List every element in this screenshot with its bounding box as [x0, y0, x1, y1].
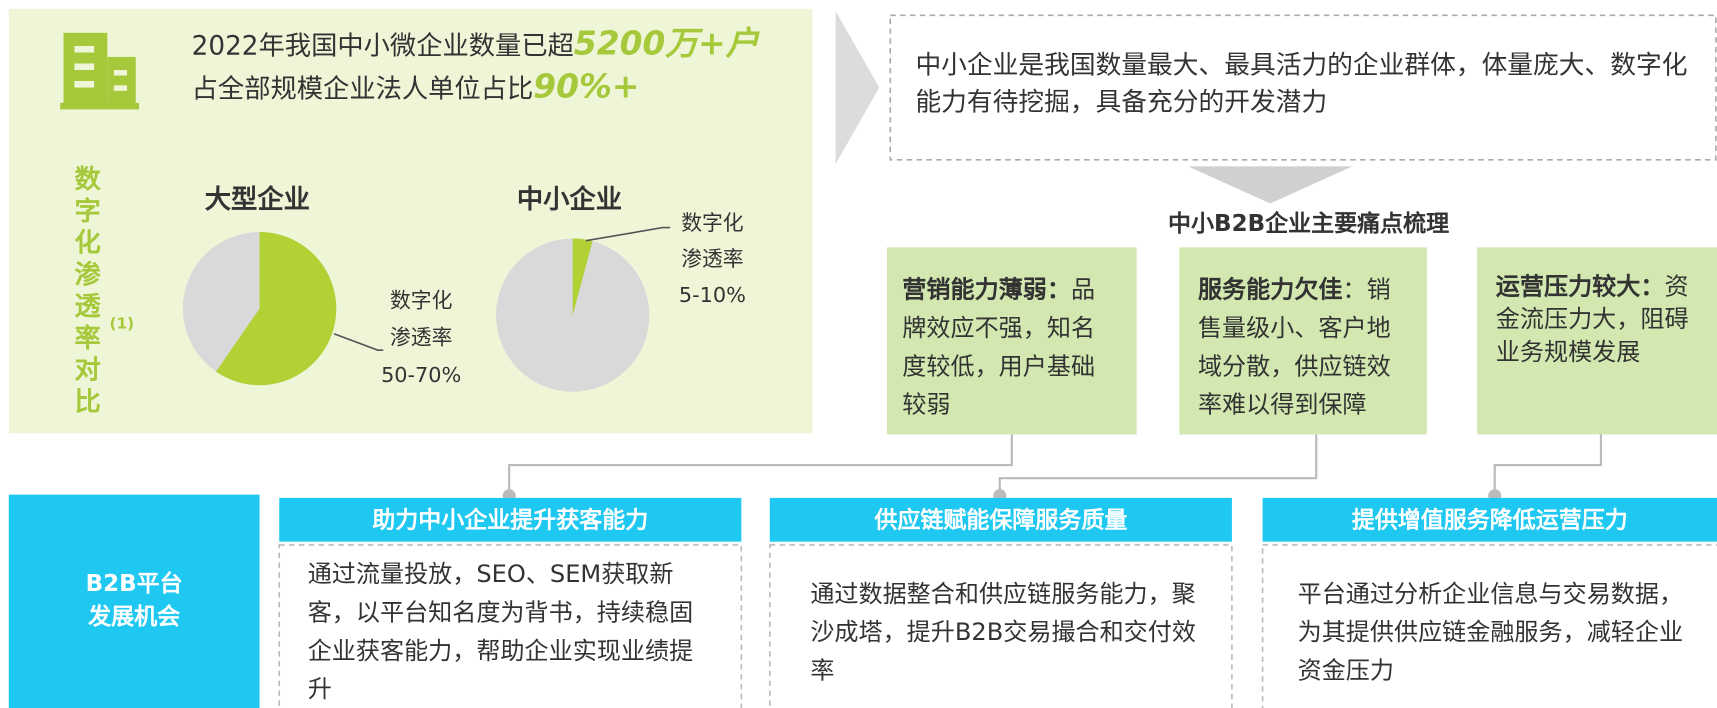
leader-line — [333, 332, 384, 351]
pie-label: 数字化 渗透率 50-70% — [381, 282, 461, 394]
label-line: B2B平台 — [85, 570, 183, 597]
vertical-title: 数字化渗透率对比 — [74, 164, 101, 417]
opportunity-text: 平台通过分析企业信息与交易数据，为其提供供应链金融服务，减轻企业资金压力 — [1297, 581, 1684, 686]
pain-body: 品牌效应不强，知名度较低，用户基础较弱 — [902, 276, 1096, 420]
opportunity-header: 助力中小企业提升获客能力 — [279, 497, 742, 542]
footnote: (1) — [109, 315, 135, 333]
headline-text: 占全部规模企业法人单位占比 — [191, 73, 534, 104]
opportunity-text: 通过数据整合和供应链服务能力，聚沙成塔，提升B2B交易撮合和交付效率 — [810, 581, 1196, 686]
label-line: 数字化 — [389, 288, 453, 313]
opportunity-header: 供应链赋能保障服务质量 — [769, 497, 1232, 542]
left-panel — [8, 8, 813, 434]
summary: 中小企业是我国数量最大、最具活力的企业群体，体量庞大、数字化能力有待挖掘，具备充… — [915, 49, 1688, 118]
down-arrow — [1188, 166, 1353, 204]
pie-large-slice — [216, 231, 337, 386]
headline-highlight: 5200万+户 — [573, 25, 759, 64]
building-icon — [60, 32, 140, 110]
pain-title: 服务能力欠佳 — [1197, 276, 1343, 305]
headline: 2022年我国中小微企业数量已超5200万+户 占全部规模企业法人单位占比90%… — [192, 24, 759, 109]
opportunity-header: 提供增值服务降低运营压力 — [1262, 497, 1717, 542]
leader-line — [585, 226, 671, 242]
opportunity-label-box — [8, 494, 260, 708]
pain-text: 服务能力欠佳：销售量级小、客户地域分散，供应链效率难以得到保障 — [1198, 271, 1404, 424]
pie-title: 大型企业 — [204, 183, 310, 215]
label-line: 数字化 — [681, 211, 744, 236]
summary-box — [889, 14, 1717, 161]
pain-box — [1477, 247, 1717, 435]
section-title: 中小B2B企业主要痛点梳理 — [1168, 210, 1450, 237]
opportunity-boxes — [278, 544, 1717, 708]
pain-text: 营销能力薄弱：品牌效应不强，知名度较低，用户基础较弱 — [902, 271, 1108, 424]
headline-highlight: 90%+ — [533, 67, 640, 107]
label-line: 渗透率 — [681, 247, 744, 272]
pain-body: 资金流压力大，阻碍业务规模发展 — [1495, 273, 1689, 367]
chevron — [835, 10, 880, 165]
label-line: 5-10% — [678, 283, 746, 308]
headline-text: 2022年我国中小微企业数量已超 — [191, 30, 574, 62]
pain-box — [1179, 247, 1427, 435]
pain-text: 运营压力较大：资金流压力大，阻碍业务规模发展 — [1496, 271, 1702, 369]
label-line: 50-70% — [381, 363, 462, 388]
connectors — [508, 434, 1603, 496]
pain-box — [886, 247, 1137, 435]
pie-small-slice — [572, 238, 593, 316]
opportunity-text: 通过流量投放，SEO、SEM获取新客，以平台知名度为背书，持续稳固企业获客能力，… — [307, 561, 694, 704]
label-line: 发展机会 — [88, 602, 181, 630]
pie-title: 中小企业 — [516, 183, 622, 215]
pie-label: 数字化 渗透率 5-10% — [679, 206, 746, 314]
pain-body: ：销售量级小、客户地域分散，供应链效率难以得到保障 — [1197, 276, 1391, 420]
opportunity-label: B2B平台 发展机会 — [9, 567, 260, 633]
pain-title: 运营压力较大： — [1495, 273, 1665, 301]
label-line: 渗透率 — [389, 326, 453, 351]
pain-title: 营销能力薄弱： — [902, 276, 1071, 305]
